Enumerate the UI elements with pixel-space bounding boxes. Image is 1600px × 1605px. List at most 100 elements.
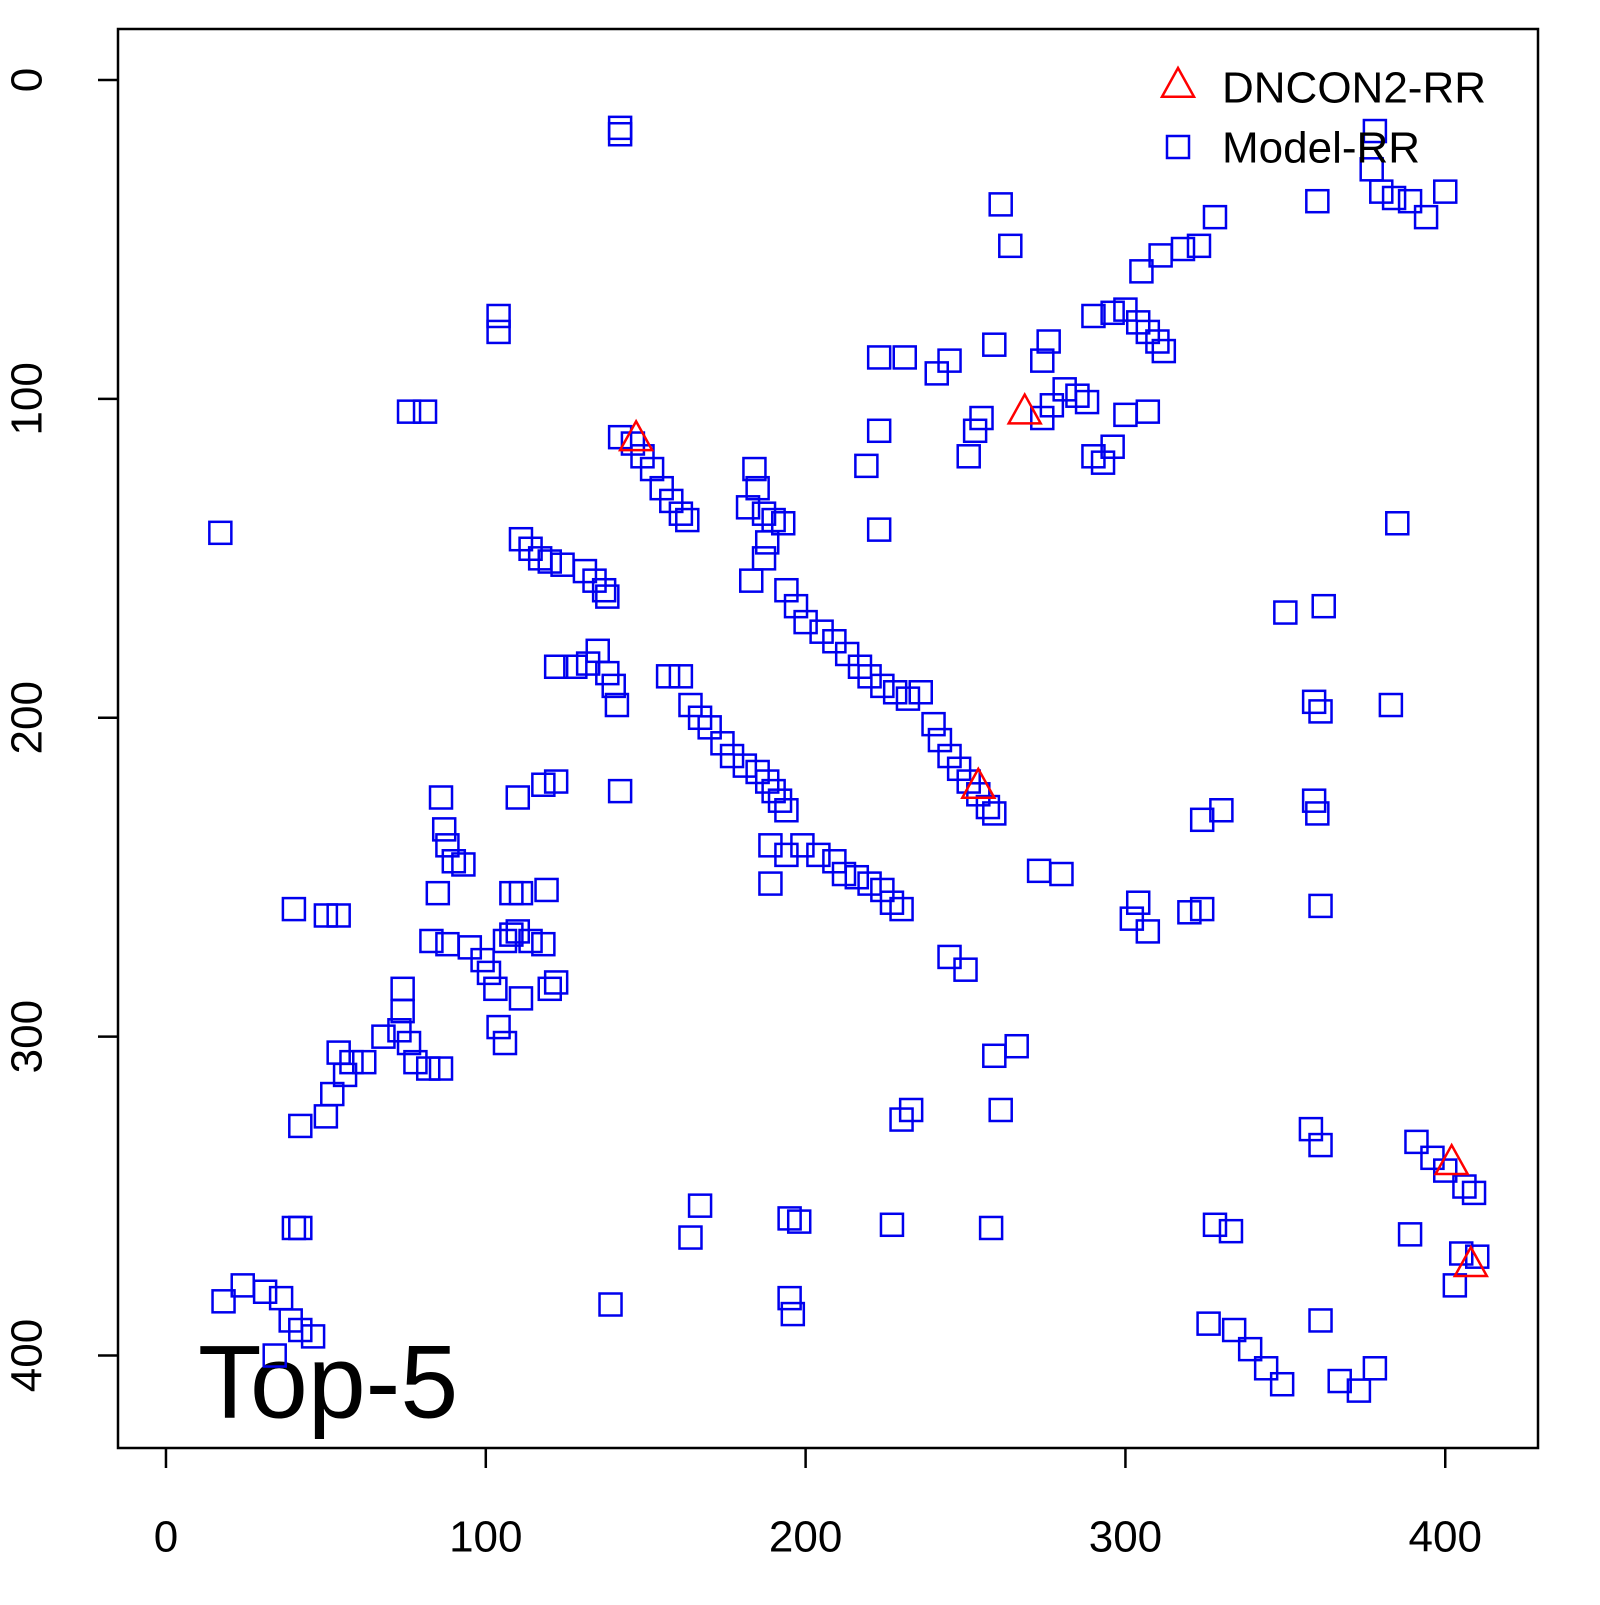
square-point [675,507,700,533]
square-point [470,947,495,973]
square-point [1196,1311,1221,1336]
square-point [889,896,914,922]
square-point [937,944,962,970]
square-point [543,970,569,995]
square-point [1433,179,1458,204]
square-point [866,345,892,370]
square-point [790,833,815,858]
square-point [879,1212,905,1238]
square-point [1298,1116,1324,1142]
square-point [678,1225,703,1250]
x-tick-label: 400 [1409,1513,1482,1562]
square-point [1305,801,1330,826]
square-point [1049,861,1074,887]
square-point [834,641,860,667]
square-point [396,399,422,424]
square-point [1301,788,1327,813]
square-point [847,654,873,680]
square-point [742,456,767,482]
square-point [1113,402,1138,428]
triangle-point [1433,1142,1470,1176]
square-point [822,628,847,654]
square-point [1125,310,1151,335]
x-tick-label: 0 [154,1513,178,1562]
legend-label: DNCON2-RR [1222,64,1486,113]
square-point [719,743,745,769]
square-point [208,520,233,546]
square-point [1004,1033,1029,1059]
square-point [262,1343,287,1368]
square-point [898,1097,924,1123]
square-point [1327,1368,1352,1394]
square-point [687,705,713,731]
square-point [508,986,534,1011]
square-point [1052,377,1077,402]
square-point [966,782,991,807]
square-point [978,1215,1004,1241]
square-point [927,727,953,753]
square-point [1113,297,1138,322]
square-point [1253,1356,1279,1381]
square-point [441,849,467,874]
square-point [751,501,777,526]
square-point [751,546,777,571]
square-point [1301,689,1327,715]
square-point [774,797,799,823]
square-point [1081,444,1106,469]
square-point [604,692,630,718]
square-point [982,801,1007,826]
square-point [1273,600,1298,625]
square-point [1369,179,1394,204]
square-point [866,517,892,542]
square-point [735,495,761,520]
square-point [288,1215,313,1241]
square-point [1221,1317,1247,1343]
square-point [492,1030,518,1056]
square-point [598,1292,623,1317]
square-point [326,903,351,928]
square-point [281,1215,307,1241]
square-point [1442,1273,1468,1298]
square-point [857,871,882,896]
square-point [595,584,620,609]
square-point [678,692,703,718]
square-point [1308,1308,1333,1333]
square-point [281,896,307,922]
y-tick-label: 200 [3,681,52,754]
square-point [332,1062,358,1088]
square-point [508,526,534,552]
square-point [889,1107,914,1132]
plot-frame [116,27,1540,1450]
square-point [1385,511,1410,536]
triangle-point [617,418,655,452]
y-tick-label: 400 [3,1319,52,1392]
square-point [988,1097,1013,1123]
square-point [988,192,1013,217]
square-point [607,778,633,804]
square-point [956,444,981,469]
square-point [659,488,684,514]
square-point [1145,329,1170,354]
square-point [783,593,809,619]
square-point [687,1193,713,1218]
square-point [882,680,908,705]
square-point [946,756,972,782]
square-point [937,743,962,769]
square-point [313,1104,339,1129]
square-point [1186,233,1212,259]
square-point [745,475,770,501]
square-point [499,922,524,947]
square-point [387,1018,412,1043]
square-point [982,332,1007,357]
square-point [595,660,620,686]
square-point [1218,1218,1244,1244]
square-point [537,976,563,1002]
x-tick-label: 300 [1089,1513,1162,1562]
square-point [313,903,339,928]
square-point [1125,890,1151,915]
square-point [1209,797,1234,823]
square-point [937,348,962,373]
square-point [1100,300,1125,326]
square-point [428,1056,454,1081]
square-point [1074,389,1100,415]
